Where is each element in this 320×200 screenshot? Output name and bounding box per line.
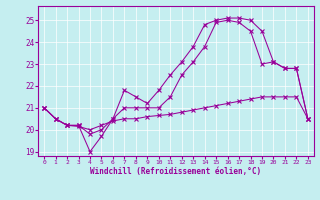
X-axis label: Windchill (Refroidissement éolien,°C): Windchill (Refroidissement éolien,°C)	[91, 167, 261, 176]
